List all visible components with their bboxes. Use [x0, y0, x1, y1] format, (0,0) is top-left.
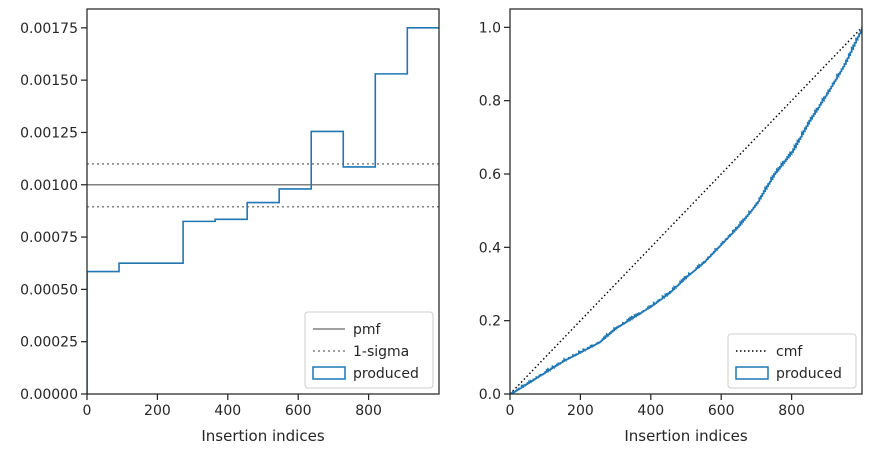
- legend-label: cmf: [776, 344, 803, 360]
- legend-swatch-produced: [735, 366, 769, 380]
- produced-cumulative: [510, 27, 862, 394]
- x-tick-label: 600: [708, 403, 735, 419]
- legend-label: produced: [353, 366, 419, 382]
- y-tick-label: 0.00150: [20, 73, 78, 89]
- y-tick-label: 0.8: [479, 94, 501, 110]
- y-tick-label: 0.6: [479, 167, 501, 183]
- y-tick-label: 0.00125: [20, 125, 78, 141]
- y-tick-label: 0.00050: [20, 282, 78, 298]
- y-tick-label: 0.00075: [20, 230, 78, 246]
- x-tick-label: 200: [144, 403, 171, 419]
- x-tick-label: 0: [506, 403, 515, 419]
- y-tick-label: 1.0: [479, 20, 501, 36]
- legend-swatch-produced: [312, 366, 346, 380]
- legend-box: [304, 311, 434, 389]
- legend-box: [727, 333, 857, 389]
- x-tick-label: 400: [637, 403, 664, 419]
- x-tick-label: 200: [567, 403, 594, 419]
- x-axis-label: Insertion indices: [624, 427, 747, 445]
- legend-label: produced: [776, 366, 842, 382]
- x-tick-label: 400: [214, 403, 241, 419]
- x-tick-label: 800: [778, 403, 805, 419]
- axes-frame: [509, 8, 863, 395]
- cmf-line: [510, 26, 862, 394]
- axes-frame: [86, 8, 440, 395]
- x-axis-label: Insertion indices: [201, 427, 324, 445]
- x-tick-label: 800: [355, 403, 382, 419]
- y-tick-label: 0.00000: [20, 387, 78, 403]
- y-tick-label: 0.4: [479, 240, 501, 256]
- x-tick-label: 0: [83, 403, 92, 419]
- y-tick-label: 0.00100: [20, 178, 78, 194]
- y-tick-label: 0.00175: [20, 21, 78, 37]
- y-tick-label: 0.0: [479, 387, 501, 403]
- legend-label: pmf: [353, 322, 382, 338]
- produced-histogram: [87, 27, 439, 394]
- y-tick-label: 0.2: [479, 314, 501, 330]
- legend-label: 1-sigma: [353, 344, 409, 360]
- y-tick-label: 0.00025: [20, 335, 78, 351]
- x-tick-label: 600: [285, 403, 312, 419]
